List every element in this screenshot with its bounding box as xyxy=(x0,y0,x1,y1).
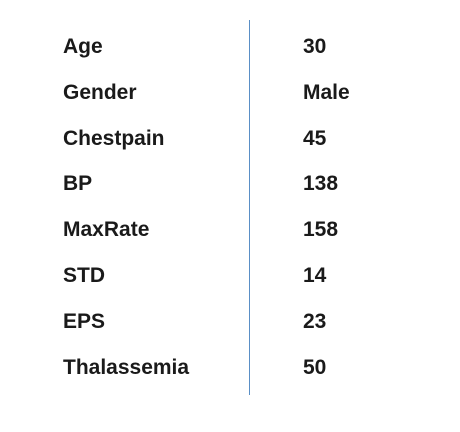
column-divider xyxy=(249,20,250,395)
row-value: 138 xyxy=(303,172,339,195)
table-row: STD 14 xyxy=(0,261,460,291)
row-value: Male xyxy=(303,81,350,104)
row-label: MaxRate xyxy=(63,218,150,241)
row-value: 158 xyxy=(303,218,339,241)
table-row: Thalassemia 50 xyxy=(0,353,460,383)
row-label: Thalassemia xyxy=(63,356,190,379)
row-value: 45 xyxy=(303,127,327,150)
table-row: Gender Male xyxy=(0,78,460,108)
table-row: MaxRate 158 xyxy=(0,215,460,245)
row-label: Chestpain xyxy=(63,127,165,150)
row-value: 14 xyxy=(303,264,327,287)
row-label: EPS xyxy=(63,310,106,333)
row-value: 30 xyxy=(303,35,327,58)
table-row: BP 138 xyxy=(0,169,460,199)
table-row: Age 30 xyxy=(0,32,460,62)
row-label: BP xyxy=(63,172,93,195)
row-value: 50 xyxy=(303,356,327,379)
row-label: Gender xyxy=(63,81,137,104)
table-row: Chestpain 45 xyxy=(0,124,460,154)
row-label: Age xyxy=(63,35,103,58)
row-value: 23 xyxy=(303,310,327,333)
table-row: EPS 23 xyxy=(0,307,460,337)
row-label: STD xyxy=(63,264,105,287)
